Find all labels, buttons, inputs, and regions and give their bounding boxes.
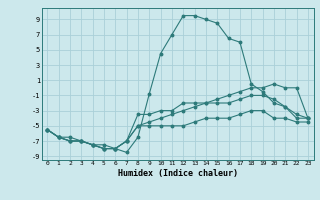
X-axis label: Humidex (Indice chaleur): Humidex (Indice chaleur) [118, 169, 237, 178]
